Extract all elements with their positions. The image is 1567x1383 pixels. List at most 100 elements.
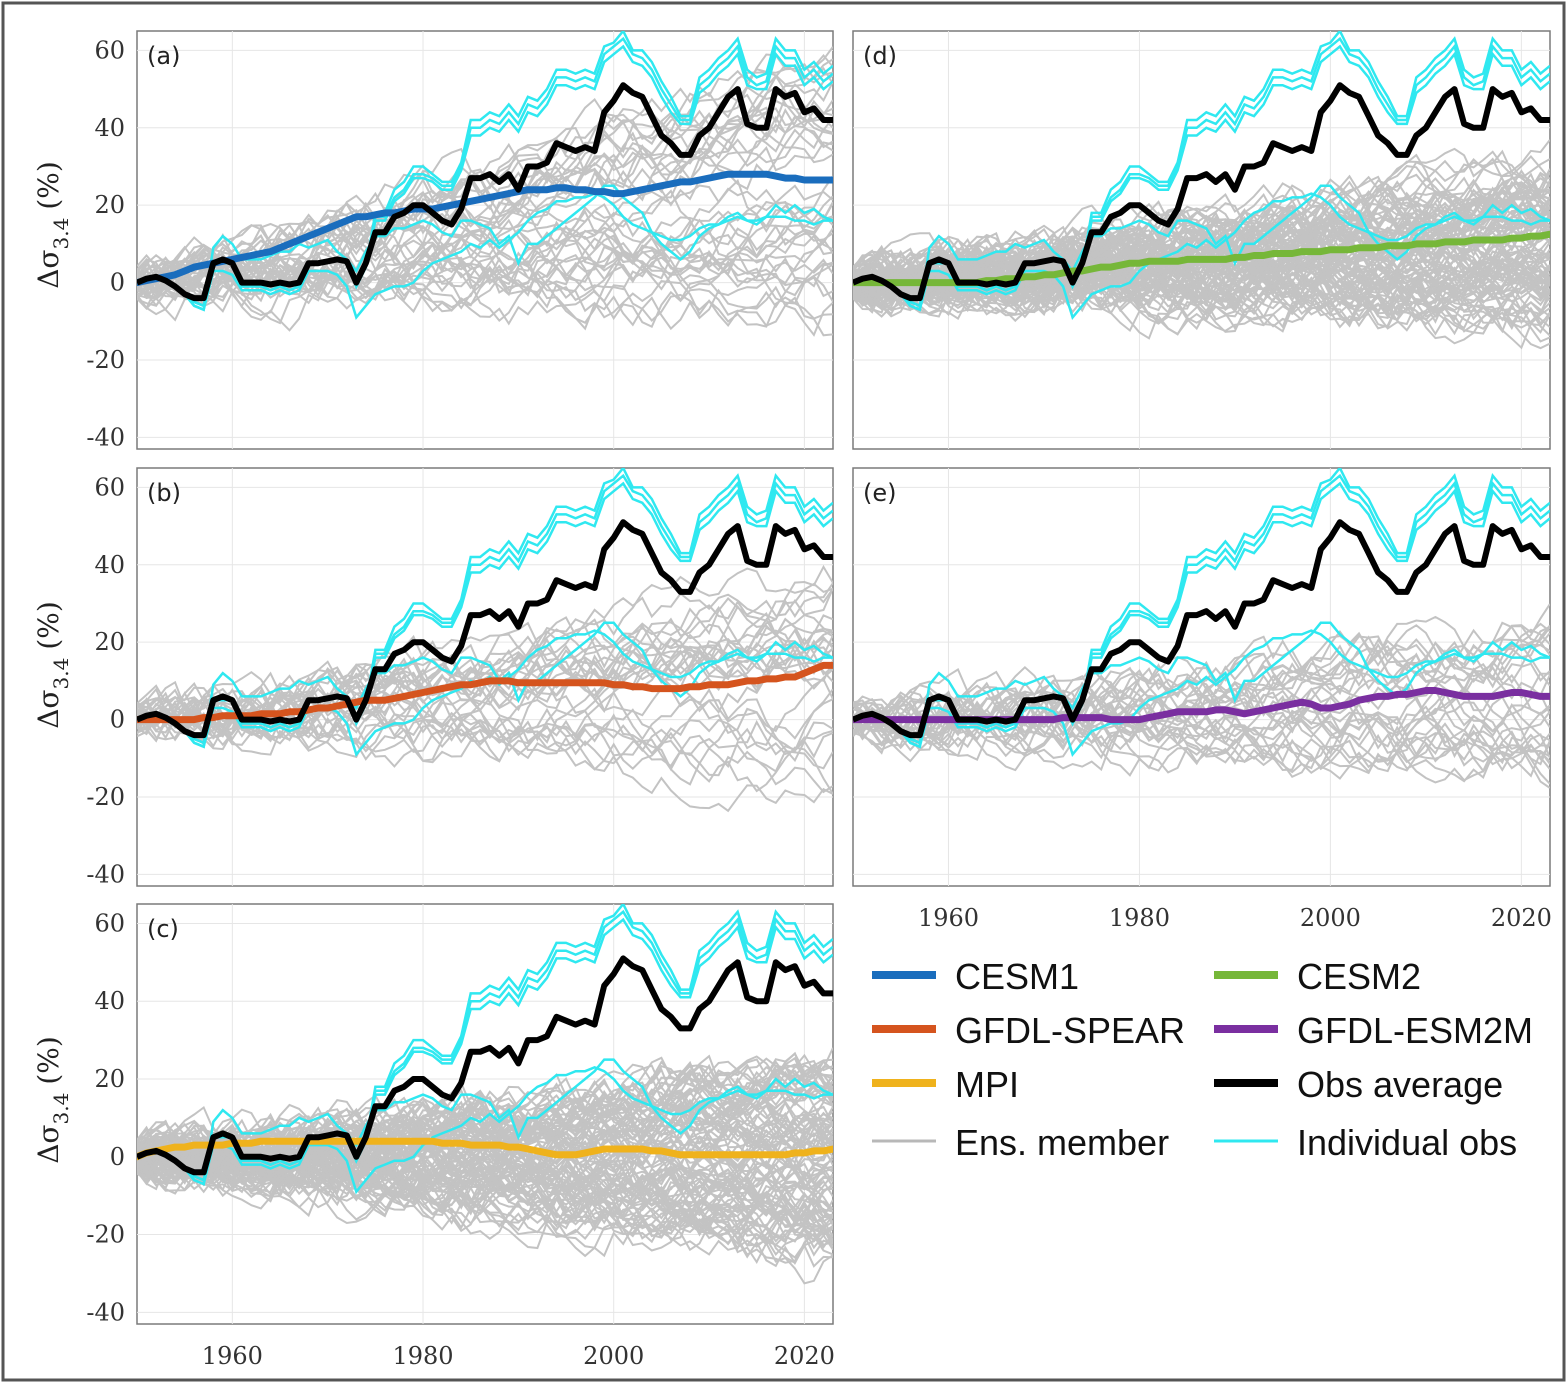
legend-label-esm2m: GFDL-ESM2M	[1297, 1010, 1533, 1051]
ensemble-member-line	[853, 701, 1550, 766]
x-tick-label: 2000	[583, 1342, 644, 1370]
panel-d: (d)	[852, 30, 1551, 450]
individual-obs-line	[853, 192, 1550, 320]
ensemble-member-line	[853, 177, 1550, 286]
individual-obs-line	[137, 192, 833, 320]
ensemble-member-line	[137, 564, 833, 728]
ensemble-member-line	[137, 702, 833, 786]
ylabel-unit: (%)	[32, 1036, 65, 1084]
individual-obs-line	[853, 629, 1550, 757]
plot-area	[853, 31, 1550, 350]
individual-obs-line	[137, 44, 833, 308]
ensemble-member-line	[137, 1122, 833, 1203]
ensemble-member-line	[137, 123, 833, 301]
obs-average-line	[853, 519, 1550, 739]
ylabel-row-1: Δσ3.4 (%)	[32, 161, 73, 289]
ensemble-member-line	[853, 700, 1550, 784]
panel-e: 1960 1980 2000 2020 (e)	[852, 467, 1552, 932]
ylabel-sub: 3.4	[49, 1093, 73, 1125]
y-tick-label: 60	[94, 909, 125, 937]
ensemble-mean-line	[137, 170, 833, 287]
ensemble-member-line	[853, 229, 1550, 299]
individual-obs-line	[853, 44, 1550, 308]
y-tick-label: 60	[94, 473, 125, 501]
y-tick-label: -40	[86, 423, 125, 451]
panels: 60 40 20 0 -20 -40 (a) 60 40 20 0 -20 -40 (b) 60 40 20 0 -…	[86, 30, 1552, 1370]
ensemble-member-line	[137, 247, 833, 328]
legend-label-cesm2: CESM2	[1297, 956, 1421, 997]
individual-obs-line	[137, 1065, 833, 1195]
panel-b: 60 40 20 0 -20 -40 (b)	[86, 467, 834, 888]
ensemble-member-line	[853, 681, 1550, 758]
x-tick-label: 2020	[774, 1342, 835, 1370]
x-tick-label: 2020	[1491, 904, 1552, 932]
ensemble-mean-line	[137, 1137, 833, 1161]
legend-label-cesm1: CESM1	[955, 956, 1079, 997]
ensemble-member-line	[853, 261, 1550, 322]
legend-label-mpi: MPI	[955, 1064, 1019, 1105]
panel-tag: (b)	[147, 479, 181, 507]
ensemble-member-line	[137, 247, 833, 317]
svg-text:Δσ3.4(%): Δσ3.4 (%)	[32, 161, 73, 289]
y-tick-label: -20	[86, 346, 125, 374]
ensemble-member-line	[137, 1135, 833, 1235]
y-tick-label: -40	[86, 860, 125, 888]
ensemble-member-line	[853, 149, 1550, 314]
ensemble-member-line	[853, 257, 1550, 336]
ensemble-member-line	[853, 255, 1550, 333]
ensemble-member-line	[137, 1144, 833, 1285]
y-tick-label: 40	[94, 987, 125, 1015]
ensemble-member-line	[137, 690, 833, 763]
y-tick-label: 0	[110, 269, 125, 297]
panel-tag: (a)	[147, 42, 180, 70]
legend-label-ens: Ens. member	[955, 1122, 1169, 1163]
ensemble-member-line	[137, 641, 833, 735]
ensemble-member-line	[853, 615, 1550, 747]
y-tick-label: -20	[86, 783, 125, 811]
obs-average-line	[853, 82, 1550, 302]
y-tick-label: 20	[94, 1065, 125, 1093]
svg-text:Δσ3.4(%): Δσ3.4 (%)	[32, 1036, 73, 1164]
ensemble-member-line	[137, 1051, 833, 1166]
panel-a: 60 40 20 0 -20 -40 (a)	[86, 30, 834, 451]
plot-area	[137, 468, 833, 813]
ensemble-member-line	[137, 628, 833, 742]
ensemble-member-line	[137, 127, 833, 276]
y-tick-label: 20	[94, 628, 125, 656]
ensemble-member-line	[137, 1141, 833, 1237]
x-tick-label: 1980	[1109, 904, 1170, 932]
ensemble-member-line	[137, 228, 833, 301]
individual-obs-line	[137, 481, 833, 745]
x-tick-label: 1980	[392, 1342, 453, 1370]
panel-c: 60 40 20 0 -20 -40 1960 1980 2000 2020 (c)	[86, 903, 835, 1370]
y-tick-label: 20	[94, 191, 125, 219]
panel-tag: (e)	[863, 479, 897, 507]
legend: CESM1 CESM2 GFDL-SPEAR GFDL-ESM2M MPI Ob…	[872, 956, 1533, 1163]
svg-text:Δσ3.4(%): Δσ3.4 (%)	[32, 601, 73, 729]
x-tick-label: 2000	[1300, 904, 1361, 932]
legend-label-spear: GFDL-SPEAR	[955, 1010, 1185, 1051]
legend-label-obs: Individual obs	[1297, 1122, 1517, 1163]
ensemble-mean-line	[137, 661, 833, 724]
ensemble-member-line	[137, 1125, 833, 1223]
y-tick-label: -40	[86, 1298, 125, 1326]
ylabel-sub: 3.4	[49, 218, 73, 250]
y-tick-label: 40	[94, 551, 125, 579]
plot-area	[137, 904, 833, 1285]
obs-average-line	[137, 519, 833, 739]
panel-tag: (d)	[863, 42, 897, 70]
ensemble-member-line	[853, 208, 1550, 298]
ylabel-main: Δσ	[32, 689, 65, 728]
obs-average-line	[137, 955, 833, 1176]
y-tick-label: 40	[94, 114, 125, 142]
ensemble-member-line	[853, 254, 1550, 333]
ylabel-row-3: Δσ3.4 (%)	[32, 1036, 73, 1164]
ylabel-row-2: Δσ3.4 (%)	[32, 601, 73, 729]
individual-obs-line	[853, 481, 1550, 745]
ensemble-member-line	[137, 74, 833, 296]
ensemble-member-line	[137, 175, 833, 289]
ylabel-sub: 3.4	[49, 658, 73, 690]
ensemble-member-line	[137, 1143, 833, 1243]
